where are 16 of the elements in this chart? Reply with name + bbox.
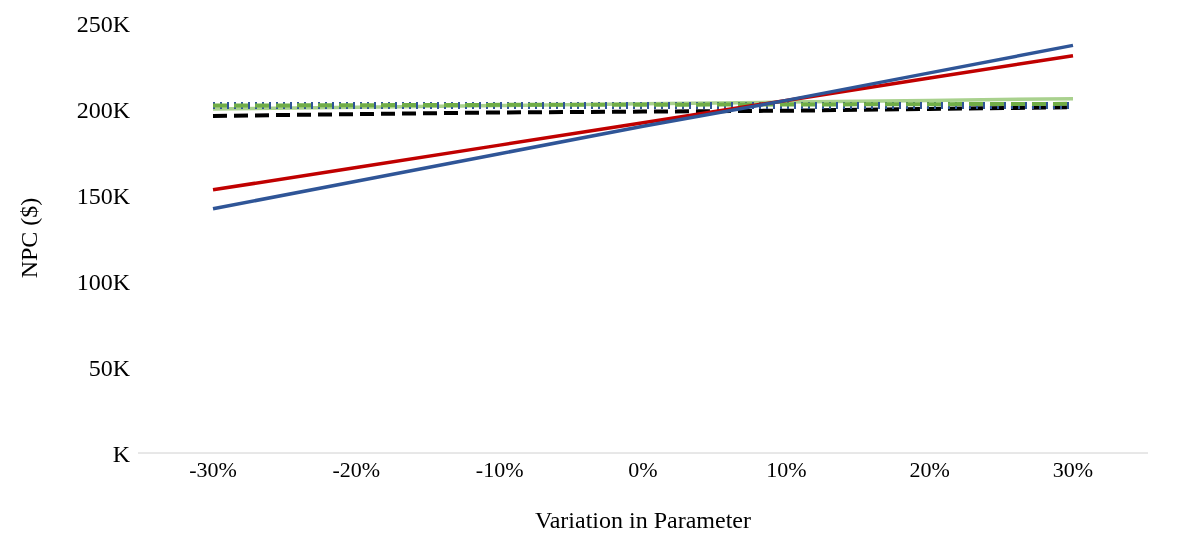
x-tick-label: 20%	[909, 456, 950, 482]
y-tick-label: 100K	[76, 268, 131, 295]
x-tick-label: -30%	[189, 456, 237, 482]
x-tick-label: 30%	[1052, 456, 1094, 482]
y-axis-title: NPC ($)	[15, 197, 42, 279]
y-tick-label: 150K	[76, 182, 131, 209]
y-tick-label: 200K	[76, 96, 131, 123]
y-tick-label: 50K	[88, 354, 131, 381]
y-tick-label: 250K	[76, 10, 131, 37]
x-axis-title: Variation in Parameter	[535, 507, 751, 533]
x-tick-label: 10%	[766, 456, 807, 482]
y-tick-label: K	[112, 440, 131, 467]
x-tick-label: -10%	[475, 456, 524, 482]
x-tick-label: 0%	[628, 456, 658, 482]
line-series	[211, 43, 1075, 211]
x-tick-label: -20%	[332, 456, 381, 482]
